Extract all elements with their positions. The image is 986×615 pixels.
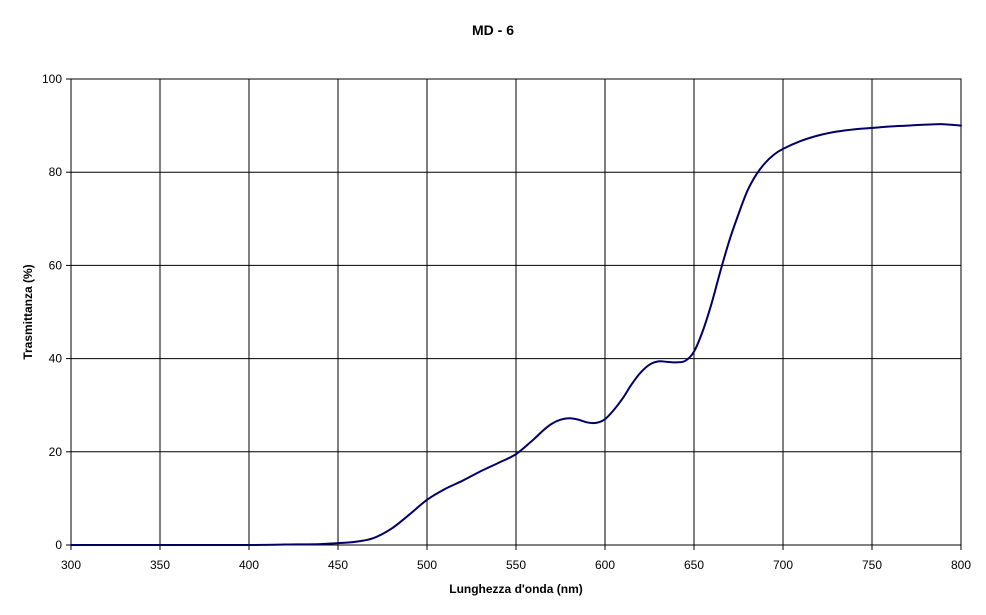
y-tick-label: 100	[42, 72, 62, 86]
x-tick-label: 400	[239, 558, 259, 572]
transmittance-series-line	[70, 123, 962, 547]
x-tick-label: 750	[862, 558, 882, 572]
y-tick-label: 60	[49, 258, 63, 272]
x-tick-label: 350	[150, 558, 170, 572]
x-axis-tick-labels: 300 350 400 450 500 550 600 650 700 750 800	[61, 558, 971, 572]
chart-title: MD - 6	[472, 22, 514, 38]
y-axis-label: Trasmittanza (%)	[21, 264, 35, 359]
y-tick-label: 20	[49, 445, 63, 459]
x-tick-label: 700	[773, 558, 793, 572]
x-tick-label: 600	[595, 558, 615, 572]
x-tick-label: 650	[684, 558, 704, 572]
x-tick-label: 800	[951, 558, 971, 572]
y-tick-label: 40	[49, 352, 63, 366]
x-tick-label: 550	[506, 558, 526, 572]
y-tick-label: 80	[49, 165, 63, 179]
x-axis-label: Lunghezza d'onda (nm)	[449, 582, 583, 596]
x-tick-label: 450	[328, 558, 348, 572]
y-tick-label: 0	[55, 538, 62, 552]
grid-lines	[71, 79, 961, 545]
x-tick-label: 300	[61, 558, 81, 572]
y-axis-tick-labels: 0 20 40 60 80 100	[42, 72, 62, 552]
x-tick-label: 500	[417, 558, 437, 572]
